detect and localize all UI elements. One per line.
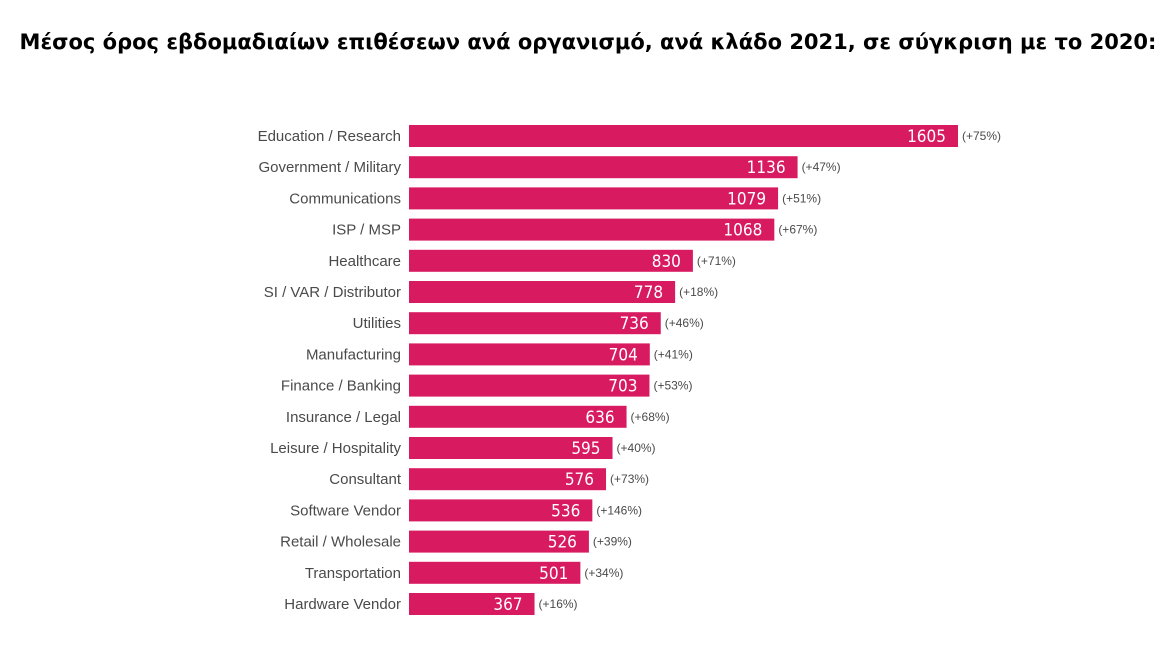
bar bbox=[409, 249, 693, 272]
change-label: (+53%) bbox=[653, 379, 692, 393]
bar bbox=[409, 499, 593, 522]
bar bbox=[409, 281, 676, 303]
category-label: Transportation bbox=[305, 565, 401, 582]
change-label: (+68%) bbox=[631, 410, 670, 424]
value-label: 367 bbox=[493, 595, 522, 615]
category-label: Insurance / Legal bbox=[286, 409, 401, 426]
value-label: 636 bbox=[585, 408, 614, 428]
category-label: Manufacturing bbox=[306, 346, 401, 363]
category-label: Healthcare bbox=[328, 253, 401, 270]
change-label: (+67%) bbox=[778, 223, 817, 237]
value-label: 830 bbox=[652, 252, 681, 272]
change-label: (+73%) bbox=[610, 472, 649, 486]
value-label: 703 bbox=[608, 377, 637, 397]
value-label: 704 bbox=[609, 345, 638, 365]
change-label: (+75%) bbox=[962, 129, 1001, 143]
category-label: Communications bbox=[289, 190, 401, 207]
value-label: 536 bbox=[551, 501, 580, 521]
chart-title: Μέσος όρος εβδομαδιαίων επιθέσεων ανά ορ… bbox=[19, 30, 1157, 54]
change-label: (+146%) bbox=[596, 503, 642, 517]
category-label: SI / VAR / Distributor bbox=[264, 284, 401, 301]
change-label: (+41%) bbox=[654, 347, 693, 361]
value-label: 736 bbox=[620, 314, 649, 334]
bar bbox=[409, 437, 613, 459]
change-label: (+39%) bbox=[593, 535, 632, 549]
change-label: (+71%) bbox=[697, 254, 736, 268]
bar bbox=[409, 125, 958, 147]
category-label: Finance / Banking bbox=[281, 378, 401, 395]
category-label: Utilities bbox=[353, 315, 401, 332]
bar bbox=[409, 530, 589, 553]
bar bbox=[409, 218, 775, 241]
category-label: Education / Research bbox=[258, 128, 401, 145]
value-label: 501 bbox=[539, 564, 568, 584]
bar bbox=[409, 405, 627, 428]
change-label: (+40%) bbox=[617, 441, 656, 455]
bar bbox=[409, 343, 650, 366]
bar bbox=[409, 468, 607, 491]
category-label: Consultant bbox=[329, 471, 402, 488]
value-label: 526 bbox=[548, 533, 577, 553]
category-label: ISP / MSP bbox=[332, 222, 401, 239]
value-label: 1079 bbox=[727, 189, 766, 209]
bar bbox=[409, 561, 581, 584]
bar bbox=[409, 593, 535, 615]
change-label: (+46%) bbox=[665, 316, 704, 330]
value-label: 1068 bbox=[723, 221, 762, 241]
value-label: 778 bbox=[634, 283, 663, 303]
change-label: (+16%) bbox=[539, 597, 578, 611]
category-label: Hardware Vendor bbox=[284, 596, 401, 613]
category-label: Retail / Wholesale bbox=[280, 534, 401, 551]
change-label: (+47%) bbox=[802, 160, 841, 174]
change-label: (+18%) bbox=[679, 285, 718, 299]
bar bbox=[409, 156, 798, 179]
category-label: Government / Military bbox=[258, 159, 401, 176]
bar bbox=[409, 312, 661, 335]
value-label: 595 bbox=[571, 439, 600, 459]
bar bbox=[409, 374, 650, 397]
category-label: Software Vendor bbox=[290, 502, 401, 519]
value-label: 1136 bbox=[747, 158, 786, 178]
change-label: (+51%) bbox=[782, 191, 821, 205]
value-label: 1605 bbox=[907, 127, 946, 147]
value-label: 576 bbox=[565, 470, 594, 490]
change-label: (+34%) bbox=[584, 566, 623, 580]
bar bbox=[409, 187, 779, 210]
category-label: Leisure / Hospitality bbox=[270, 440, 401, 457]
